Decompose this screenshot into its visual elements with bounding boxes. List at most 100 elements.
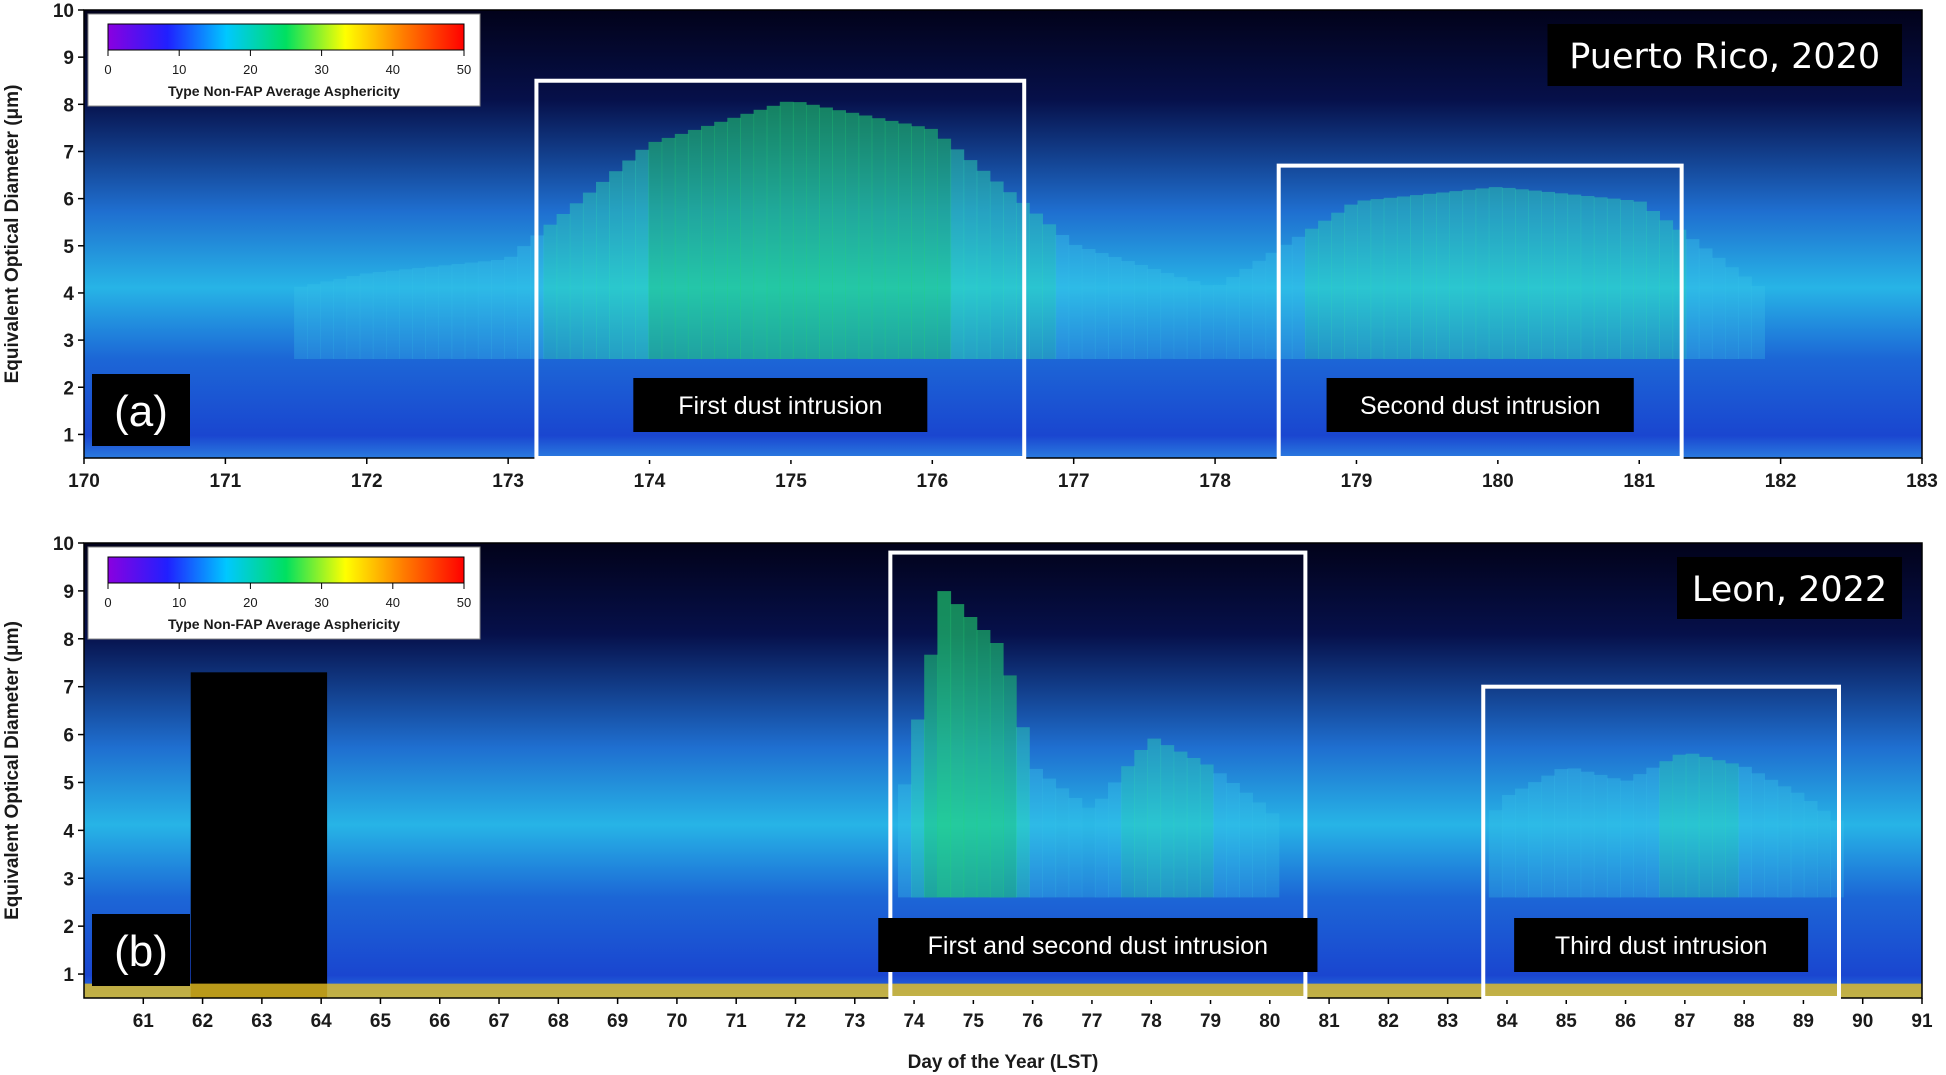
site-label-bg: [1677, 557, 1902, 619]
heatmap-cell: [1003, 675, 1017, 898]
heatmap-cell: [1147, 269, 1162, 359]
heatmap-cell: [792, 102, 807, 359]
colorbar-tick-label: 40: [386, 62, 400, 77]
heatmap-cell: [1199, 285, 1214, 359]
x-tick-label: 77: [1081, 1011, 1102, 1032]
heatmap-cell: [1134, 750, 1148, 898]
heatmap-cell: [937, 591, 952, 898]
x-tick-label: 70: [666, 1011, 687, 1032]
x-tick-label: 175: [775, 471, 807, 492]
heatmap-cell: [307, 284, 321, 359]
heatmap-cell: [1567, 768, 1582, 898]
dust-intrusion-box: [1276, 163, 1684, 460]
heatmap-cell: [1029, 213, 1043, 359]
x-tick-label: 86: [1615, 1011, 1636, 1032]
heatmap-cell: [924, 654, 938, 898]
colorbar: [107, 23, 465, 51]
heatmap-cell: [779, 101, 794, 360]
heatmap-cell: [1357, 200, 1372, 359]
heatmap-cell: [517, 246, 531, 359]
heatmap-cell: [1068, 244, 1083, 359]
heatmap-cell: [950, 149, 965, 359]
heatmap-cell: [372, 272, 387, 359]
x-tick-label: 179: [1341, 471, 1373, 492]
heatmap-cell: [1108, 257, 1122, 359]
heatmap-cell: [727, 117, 741, 359]
x-tick-label: 74: [903, 1011, 925, 1032]
heatmap-cell: [1567, 194, 1582, 359]
heatmap-cell: [1094, 798, 1109, 898]
heatmap-cell: [1528, 782, 1542, 898]
heatmap-cell: [871, 118, 886, 359]
heatmap-cell: [819, 107, 833, 359]
y-tick-label: 5: [63, 237, 74, 258]
heatmap-cell: [1134, 265, 1148, 359]
x-tick-label: 71: [726, 1011, 748, 1032]
y-tick-label: 7: [63, 142, 74, 163]
heatmap-cell: [1081, 249, 1096, 359]
x-tick-label: 81: [1319, 1011, 1341, 1032]
colorbar-tick-label: 40: [386, 595, 400, 610]
heatmap-cell: [1160, 745, 1175, 898]
heatmap-cell: [1213, 284, 1227, 359]
x-tick-label: 88: [1734, 1011, 1755, 1032]
no-data-region: [190, 672, 328, 998]
y-tick-label: 4: [63, 284, 74, 305]
heatmap-cell: [858, 115, 873, 359]
y-tick-label: 6: [63, 190, 74, 211]
heatmap-cell: [582, 192, 597, 359]
heatmap-cell: [1436, 192, 1450, 359]
heatmap-cell: [1396, 196, 1411, 359]
heatmap-cell: [1213, 773, 1227, 898]
heatmap-cell: [1147, 738, 1162, 898]
bottom-band: [84, 983, 1922, 998]
heatmap-cell: [346, 276, 361, 359]
heatmap-cell: [609, 171, 623, 359]
heatmap-cell: [1528, 190, 1542, 359]
y-axis-title: Equivalent Optical Diameter (μm): [2, 621, 23, 920]
y-tick-label: 10: [53, 534, 74, 555]
x-tick-label: 79: [1200, 1011, 1221, 1032]
colorbar-tick-label: 10: [172, 595, 186, 610]
dust-intrusion-box: [534, 78, 1027, 460]
heatmap-cell: [1068, 798, 1083, 898]
site-label: Puerto Rico, 2020: [1569, 37, 1880, 77]
heatmap-cell: [1370, 199, 1385, 359]
heatmap-cell: [622, 160, 636, 359]
dust-intrusion-label: Second dust intrusion: [1360, 392, 1600, 420]
y-tick-label: 9: [63, 582, 74, 603]
heatmap-cell: [1777, 786, 1792, 898]
heatmap-cell: [1305, 228, 1319, 359]
heatmap-cell: [294, 286, 308, 359]
heatmap-cell: [438, 265, 453, 359]
panel-letter: (b): [114, 927, 168, 976]
heatmap-cell: [477, 261, 492, 359]
heatmap-cell: [491, 260, 505, 359]
x-tick-label: 76: [1022, 1011, 1043, 1032]
heatmap-cell: [766, 105, 781, 359]
heatmap-cell: [687, 129, 702, 359]
heatmap-cell: [1173, 277, 1188, 359]
y-tick-label: 10: [53, 1, 74, 22]
heatmap-cell: [1725, 267, 1739, 359]
heatmap-cell: [1541, 191, 1555, 359]
heatmap-cell: [1633, 201, 1647, 359]
heatmap-cell: [1790, 792, 1805, 898]
heatmap-plumes: [898, 591, 1844, 898]
heatmap-cell: [1711, 257, 1726, 359]
heatmap-cell: [1029, 768, 1043, 898]
heatmap-cell: [1475, 188, 1490, 359]
y-tick-label: 8: [63, 95, 74, 116]
heatmap-cell: [359, 273, 374, 359]
colorbar-tick-label: 0: [104, 62, 111, 77]
heatmap-cell: [1055, 235, 1070, 359]
heatmap-cell: [1423, 193, 1437, 359]
x-tick-label: 80: [1259, 1011, 1280, 1032]
y-tick-label: 5: [63, 773, 74, 794]
heatmap-cell: [976, 170, 991, 359]
dust-intrusion-label-bg: [1514, 918, 1809, 972]
x-tick-label: 171: [210, 471, 242, 492]
heatmap-cell: [898, 784, 912, 898]
heatmap-cell: [1738, 766, 1752, 898]
